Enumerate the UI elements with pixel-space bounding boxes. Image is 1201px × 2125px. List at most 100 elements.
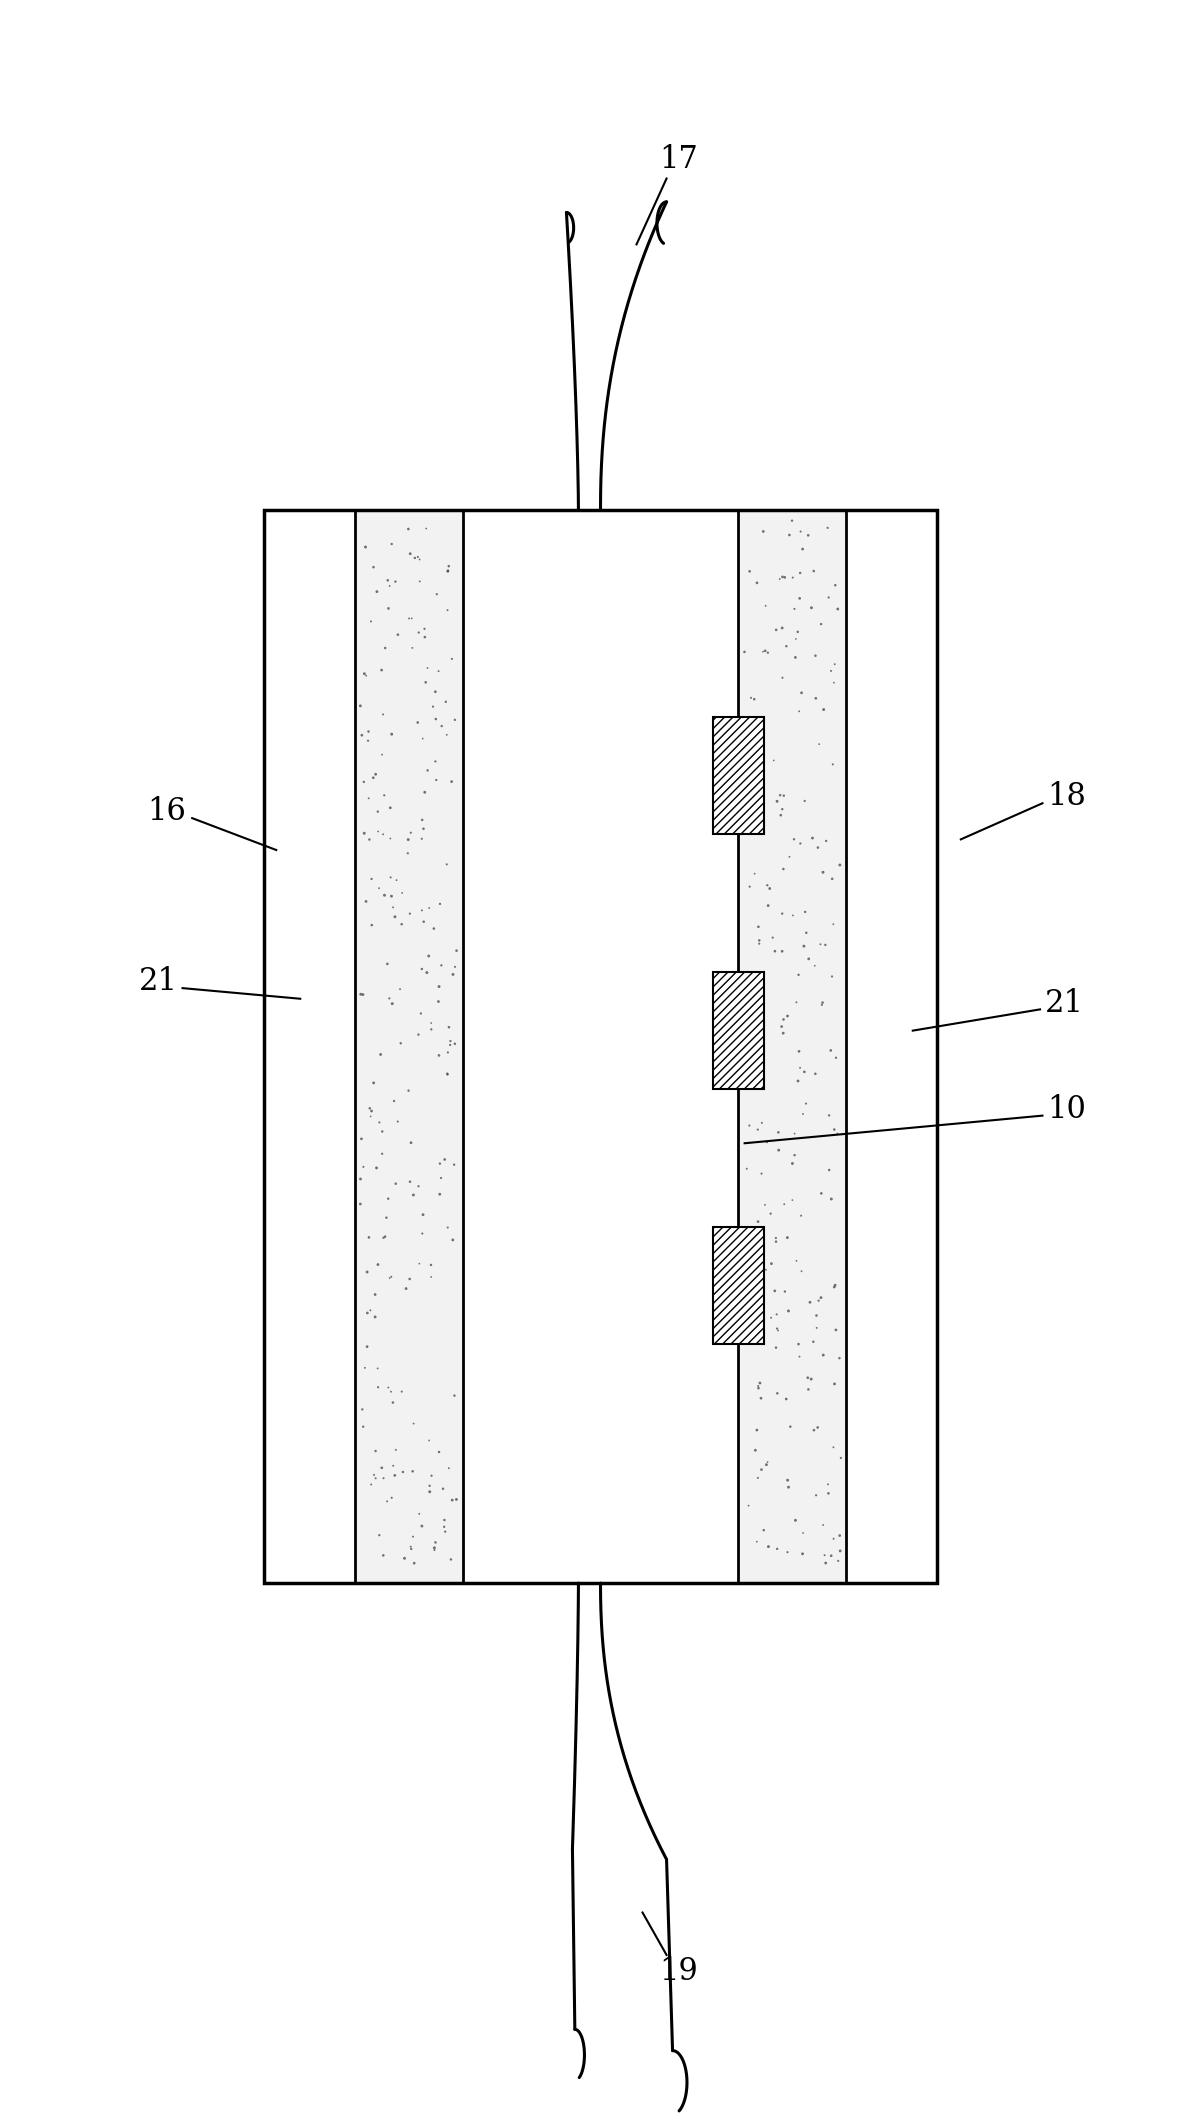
Point — [787, 986, 806, 1020]
Point — [377, 1201, 396, 1235]
Point — [374, 1220, 393, 1254]
Point — [442, 642, 461, 676]
Point — [426, 744, 446, 778]
Point — [781, 1409, 800, 1443]
Point — [378, 948, 398, 982]
Point — [359, 1220, 378, 1254]
Point — [811, 926, 830, 960]
Point — [392, 1026, 411, 1060]
Point — [351, 688, 370, 722]
Point — [369, 1247, 388, 1281]
Point — [815, 1547, 835, 1581]
Point — [442, 765, 461, 799]
Point — [386, 1458, 405, 1492]
Point — [749, 1307, 769, 1341]
Point — [809, 1284, 829, 1318]
Point — [408, 1169, 428, 1203]
Point — [378, 591, 398, 625]
Point — [435, 1509, 454, 1543]
Point — [746, 1271, 765, 1305]
Point — [823, 958, 842, 992]
Point — [788, 614, 807, 648]
Point — [374, 818, 393, 852]
Point — [807, 1479, 826, 1513]
Point — [789, 1035, 808, 1069]
Point — [788, 1065, 807, 1099]
Point — [748, 1205, 767, 1239]
Point — [784, 822, 803, 856]
Point — [443, 958, 462, 992]
Point — [759, 888, 778, 922]
Point — [749, 924, 769, 958]
Point — [358, 725, 377, 759]
Point — [785, 640, 805, 674]
Point — [825, 648, 844, 682]
Point — [752, 1381, 771, 1415]
Point — [765, 1273, 784, 1307]
Point — [438, 555, 458, 589]
Point — [393, 876, 412, 910]
Point — [365, 1277, 384, 1311]
Point — [364, 550, 383, 584]
Point — [823, 748, 842, 782]
Point — [353, 1409, 372, 1443]
Point — [364, 1458, 383, 1492]
Point — [352, 1122, 371, 1156]
Point — [807, 1298, 826, 1332]
Point — [799, 941, 818, 975]
Point — [426, 763, 446, 797]
Point — [410, 1496, 429, 1530]
Point — [390, 971, 410, 1005]
Point — [437, 718, 456, 752]
Point — [372, 1137, 392, 1171]
Point — [378, 1182, 398, 1215]
Point — [805, 948, 824, 982]
Point — [414, 905, 434, 939]
Point — [825, 1366, 844, 1400]
Point — [761, 1196, 781, 1230]
Point — [802, 591, 821, 625]
Point — [422, 1012, 441, 1046]
Point — [812, 1177, 831, 1211]
Point — [436, 1515, 455, 1549]
Point — [419, 1424, 438, 1458]
Point — [418, 754, 437, 788]
Point — [443, 1483, 462, 1517]
Point — [737, 788, 757, 822]
Point — [414, 612, 434, 646]
Point — [419, 890, 438, 924]
Point — [370, 1105, 389, 1139]
Point — [426, 676, 446, 710]
Point — [761, 1300, 781, 1334]
Point — [764, 744, 783, 778]
Point — [376, 1220, 395, 1254]
Point — [400, 1262, 419, 1296]
Point — [757, 1254, 776, 1288]
Point — [755, 1188, 775, 1222]
Point — [362, 1468, 381, 1502]
Point — [754, 1513, 773, 1547]
Point — [745, 714, 764, 748]
Point — [748, 1460, 767, 1494]
Point — [438, 1035, 458, 1069]
Point — [404, 1177, 423, 1211]
Point — [773, 661, 793, 695]
Point — [772, 793, 791, 827]
Point — [402, 631, 422, 665]
Point — [752, 706, 771, 739]
Point — [413, 1198, 432, 1232]
Point — [746, 1432, 765, 1466]
Point — [767, 1311, 787, 1345]
Point — [745, 856, 764, 890]
Point — [437, 1056, 456, 1090]
Point — [830, 1341, 849, 1375]
Point — [412, 822, 431, 856]
Point — [795, 895, 814, 929]
Point — [369, 814, 388, 848]
Point — [791, 1198, 811, 1232]
Point — [803, 1324, 823, 1358]
Point — [354, 657, 374, 691]
Point — [441, 1024, 460, 1058]
Point — [783, 1184, 802, 1218]
Point — [399, 837, 418, 871]
